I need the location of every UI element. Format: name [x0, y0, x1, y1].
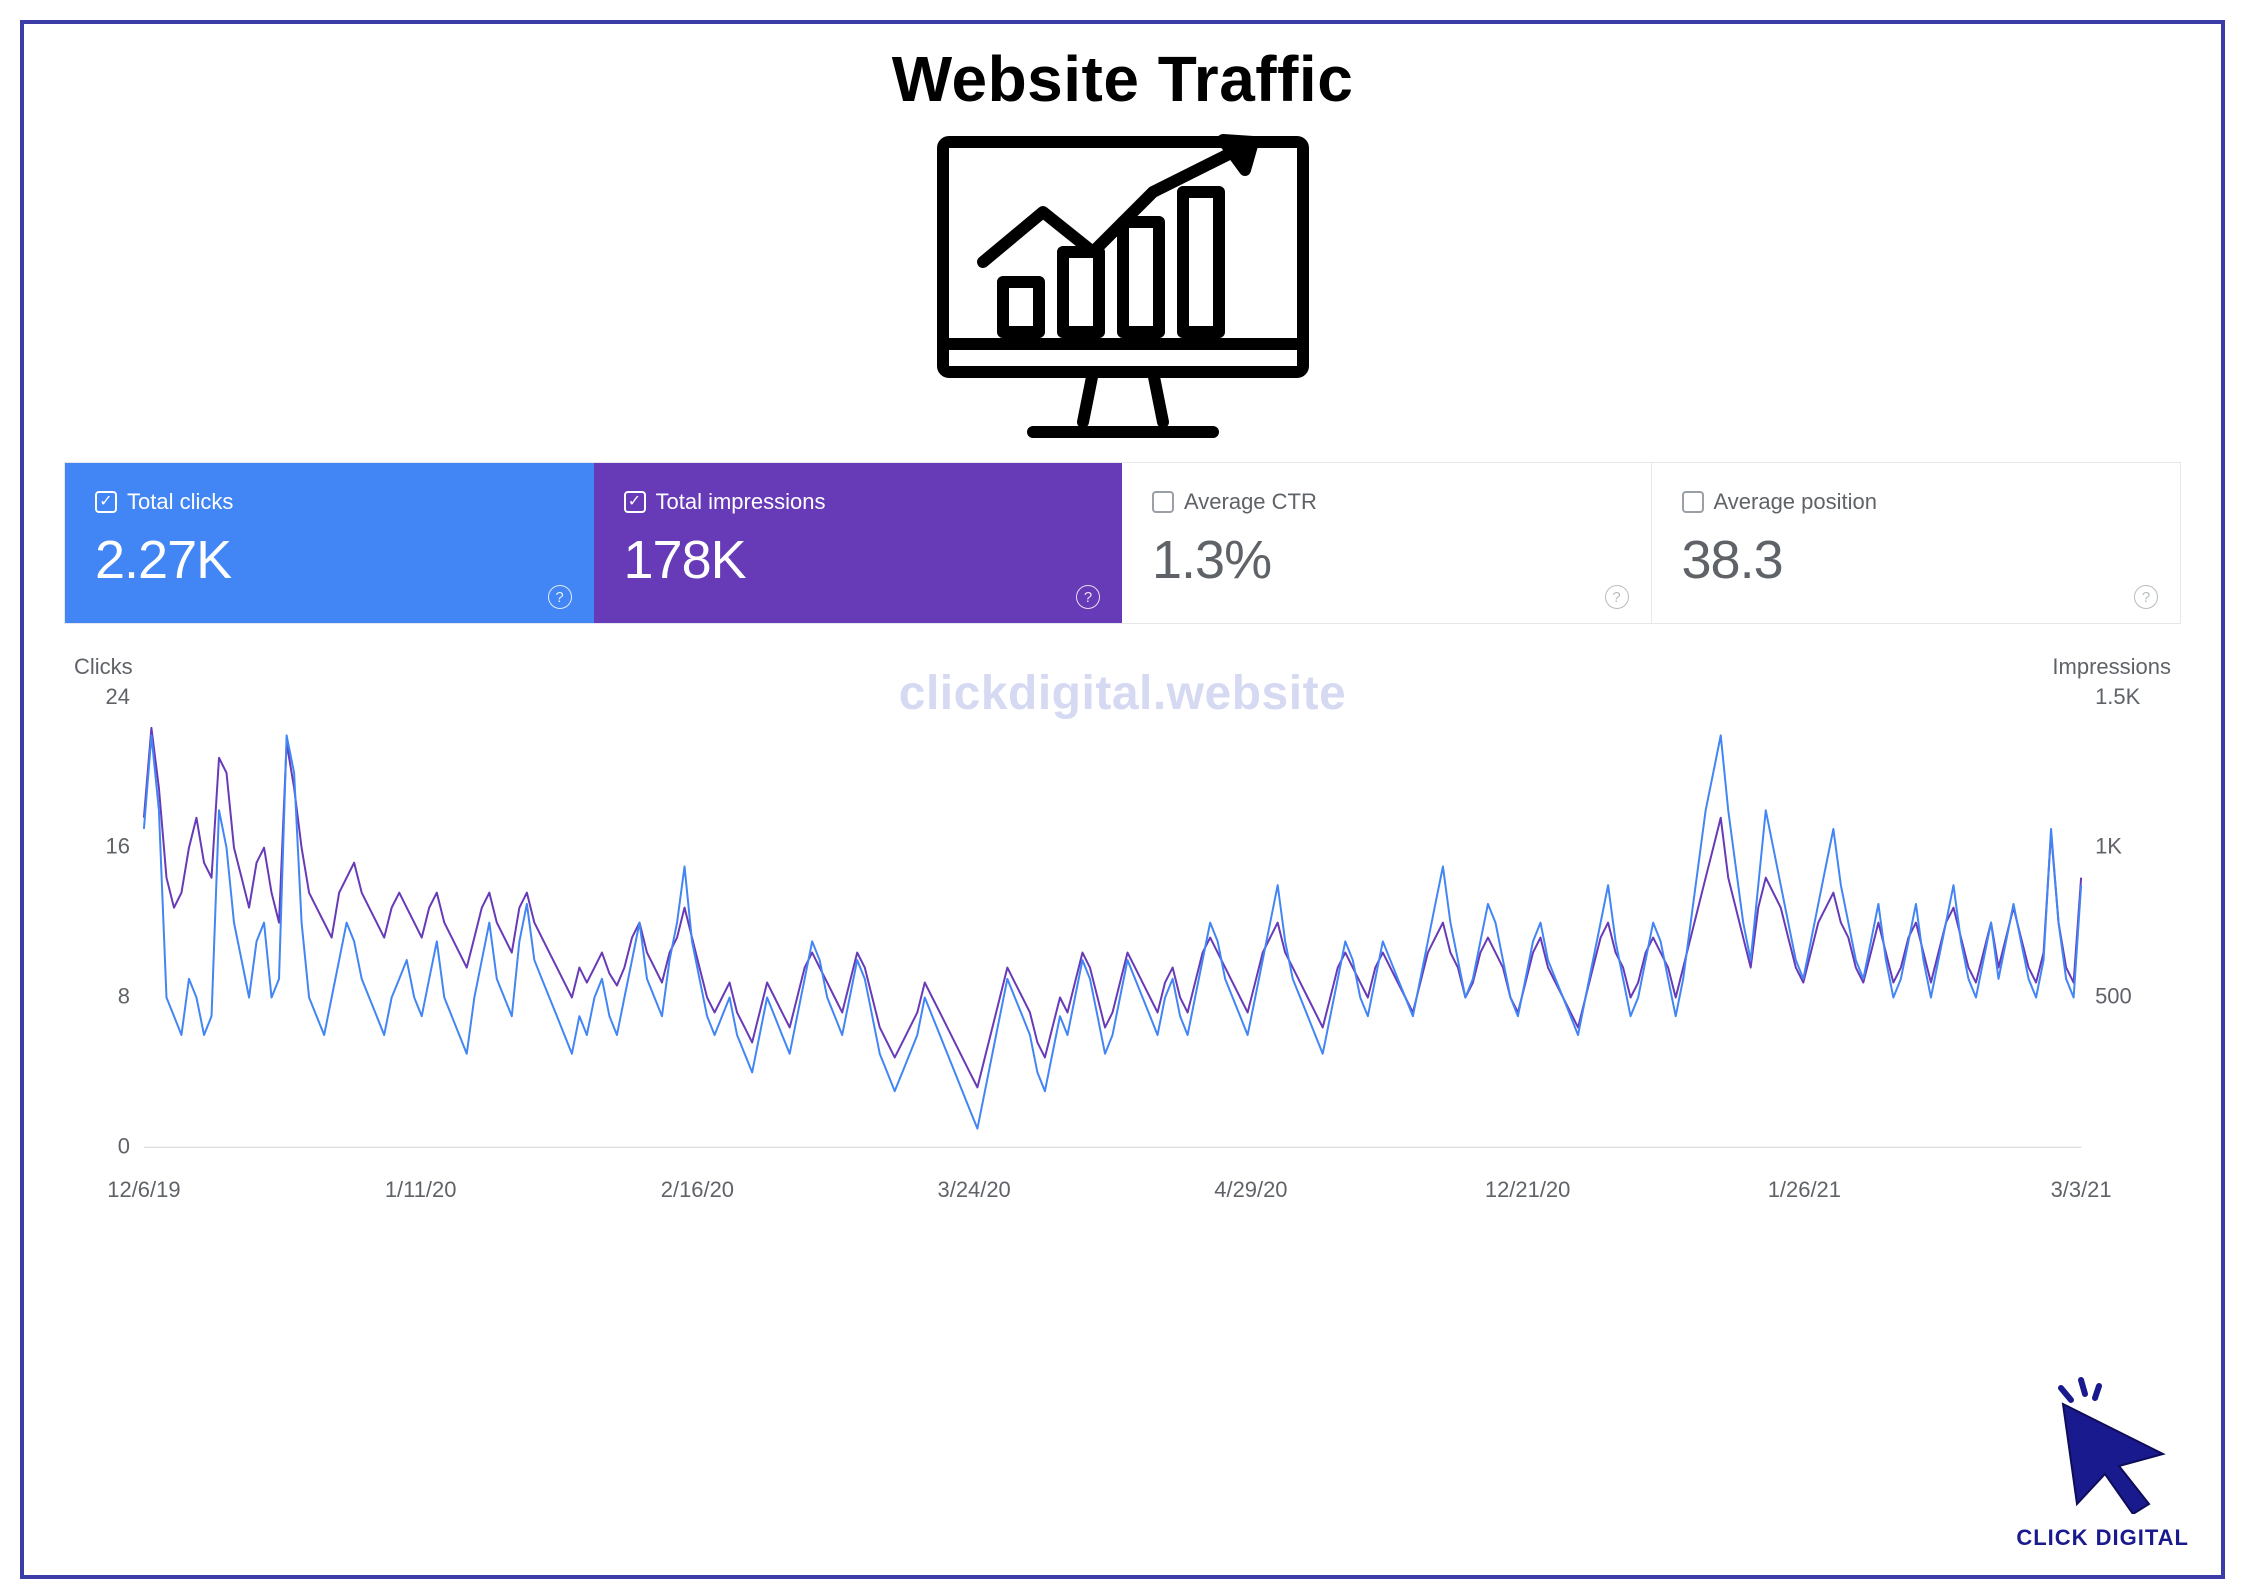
svg-text:8: 8: [118, 983, 130, 1008]
checkbox-checked-icon: ✓: [95, 491, 117, 513]
metric-total-clicks[interactable]: ✓ Total clicks 2.27K ?: [65, 463, 594, 623]
svg-text:1.5K: 1.5K: [2095, 684, 2141, 709]
svg-text:3/3/21: 3/3/21: [2051, 1177, 2112, 1202]
svg-text:12/6/19: 12/6/19: [107, 1177, 180, 1202]
svg-text:1K: 1K: [2095, 834, 2122, 859]
page-title: Website Traffic: [64, 42, 2181, 116]
checkbox-unchecked-icon: [1152, 491, 1174, 513]
svg-text:2/16/20: 2/16/20: [661, 1177, 734, 1202]
checkbox-unchecked-icon: [1682, 491, 1704, 513]
svg-text:12/21/20: 12/21/20: [1485, 1177, 1570, 1202]
metric-value: 1.3%: [1152, 529, 1621, 591]
metric-label: Total clicks: [127, 489, 233, 515]
svg-text:24: 24: [106, 684, 130, 709]
svg-text:1/11/20: 1/11/20: [385, 1177, 457, 1202]
help-icon[interactable]: ?: [548, 585, 572, 609]
svg-text:1/26/21: 1/26/21: [1768, 1177, 1841, 1202]
brand-logo: CLICK DIGITAL: [2016, 1374, 2189, 1551]
metric-total-impressions[interactable]: ✓ Total impressions 178K ?: [594, 463, 1123, 623]
help-icon[interactable]: ?: [2134, 585, 2158, 609]
metrics-row: ✓ Total clicks 2.27K ? ✓ Total impressio…: [64, 462, 2181, 624]
metric-value: 38.3: [1682, 529, 2151, 591]
help-icon[interactable]: ?: [1605, 585, 1629, 609]
svg-text:0: 0: [118, 1133, 130, 1158]
timeseries-chart: 0 8 16 24 500 1K 1.5K 12/6/19 1/11/20 2/16/20 3/24…: [74, 658, 2171, 1217]
metric-label: Average CTR: [1184, 489, 1317, 515]
monitor-chart-icon: [923, 122, 1323, 452]
metric-average-ctr[interactable]: Average CTR 1.3% ?: [1122, 463, 1652, 623]
metric-average-position[interactable]: Average position 38.3 ?: [1652, 463, 2181, 623]
right-axis-title: Impressions: [2052, 654, 2171, 680]
svg-text:4/29/20: 4/29/20: [1214, 1177, 1287, 1202]
checkbox-checked-icon: ✓: [624, 491, 646, 513]
brand-logo-text: CLICK DIGITAL: [2016, 1525, 2189, 1551]
metric-value: 178K: [624, 529, 1093, 591]
outer-frame: Website Traffic ✓ Total clicks: [20, 20, 2225, 1579]
chart-panel: Clicks Impressions clickdigital.website …: [64, 658, 2181, 1217]
help-icon[interactable]: ?: [1076, 585, 1100, 609]
svg-text:16: 16: [106, 834, 130, 859]
metric-value: 2.27K: [95, 529, 564, 591]
cursor-icon: [2033, 1374, 2173, 1514]
metric-label: Average position: [1714, 489, 1878, 515]
svg-text:500: 500: [2095, 983, 2132, 1008]
left-axis-title: Clicks: [74, 654, 133, 680]
svg-text:3/24/20: 3/24/20: [938, 1177, 1011, 1202]
metric-label: Total impressions: [656, 489, 826, 515]
